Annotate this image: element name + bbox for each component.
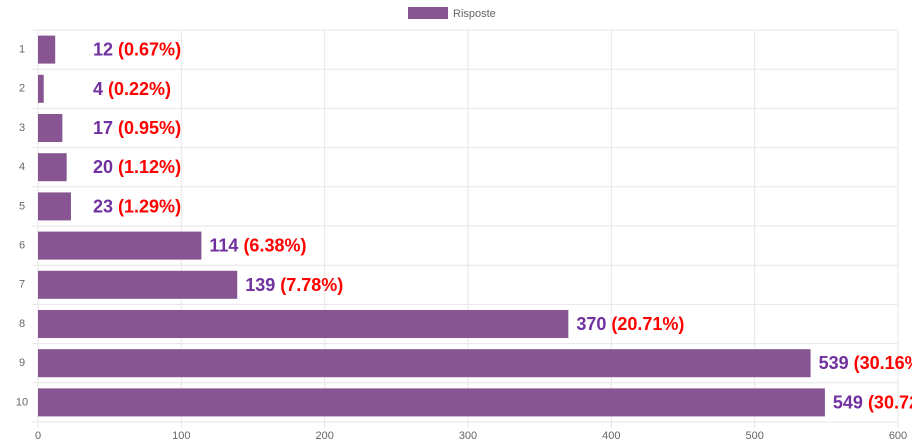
value-number: 139 bbox=[245, 275, 275, 295]
x-tick-label: 0 bbox=[35, 430, 41, 442]
value-label: 20 (1.12%) bbox=[93, 157, 181, 177]
y-tick-label: 5 bbox=[19, 200, 25, 212]
value-label: 23 (1.29%) bbox=[93, 196, 181, 216]
value-label: 370 (20.71%) bbox=[576, 314, 684, 334]
value-percent: (30.16%) bbox=[854, 353, 912, 373]
value-percent: (0.67%) bbox=[118, 39, 181, 59]
bar bbox=[38, 231, 202, 260]
value-percent: (7.78%) bbox=[280, 275, 343, 295]
legend-swatch[interactable] bbox=[408, 7, 448, 19]
value-number: 549 bbox=[833, 392, 863, 412]
y-tick-label: 2 bbox=[19, 83, 25, 95]
value-percent: (30.72%) bbox=[868, 392, 912, 412]
value-number: 20 bbox=[93, 157, 113, 177]
value-label: 539(30.16%) bbox=[819, 353, 912, 373]
bar bbox=[38, 35, 56, 64]
value-label: 17 (0.95%) bbox=[93, 118, 181, 138]
y-tick-label: 4 bbox=[19, 161, 25, 173]
y-tick-label: 8 bbox=[19, 318, 25, 330]
x-tick-label: 400 bbox=[602, 430, 620, 442]
value-label: 4 (0.22%) bbox=[93, 79, 171, 99]
value-number: 23 bbox=[93, 196, 113, 216]
x-tick-label: 300 bbox=[459, 430, 477, 442]
value-number: 370 bbox=[576, 314, 606, 334]
value-number: 12 bbox=[93, 39, 113, 59]
y-tick-label: 6 bbox=[19, 240, 25, 252]
x-tick-label: 500 bbox=[745, 430, 763, 442]
bar bbox=[38, 74, 44, 103]
value-label: 12 (0.67%) bbox=[93, 39, 181, 59]
value-number: 4 bbox=[93, 79, 103, 99]
bar bbox=[38, 310, 569, 338]
value-percent: (1.29%) bbox=[118, 196, 181, 216]
value-number: 539 bbox=[819, 353, 849, 373]
value-number: 114 bbox=[209, 235, 238, 255]
y-tick-label: 1 bbox=[19, 44, 25, 56]
legend-label[interactable]: Risposte bbox=[453, 8, 496, 20]
bar bbox=[38, 192, 71, 221]
value-label: 114 (6.38%) bbox=[209, 235, 306, 255]
y-tick-label: 3 bbox=[19, 122, 25, 134]
y-tick-label: 10 bbox=[16, 396, 28, 408]
bar bbox=[38, 349, 811, 378]
bar bbox=[38, 114, 63, 142]
bar bbox=[38, 388, 825, 417]
value-percent: (1.12%) bbox=[118, 157, 181, 177]
value-label: 549(30.72%) bbox=[833, 392, 912, 412]
x-tick-label: 200 bbox=[315, 430, 333, 442]
y-tick-label: 9 bbox=[19, 357, 25, 369]
x-tick-label: 600 bbox=[889, 430, 907, 442]
value-percent: (0.95%) bbox=[118, 118, 181, 138]
value-percent: (20.71%) bbox=[611, 314, 684, 334]
y-tick-label: 7 bbox=[19, 279, 25, 291]
value-percent: (0.22%) bbox=[108, 79, 171, 99]
bar bbox=[38, 270, 238, 299]
value-percent: (6.38%) bbox=[243, 235, 306, 255]
bar bbox=[38, 153, 67, 182]
value-label: 139 (7.78%) bbox=[245, 275, 343, 295]
x-tick-label: 100 bbox=[172, 430, 190, 442]
value-number: 17 bbox=[93, 118, 113, 138]
